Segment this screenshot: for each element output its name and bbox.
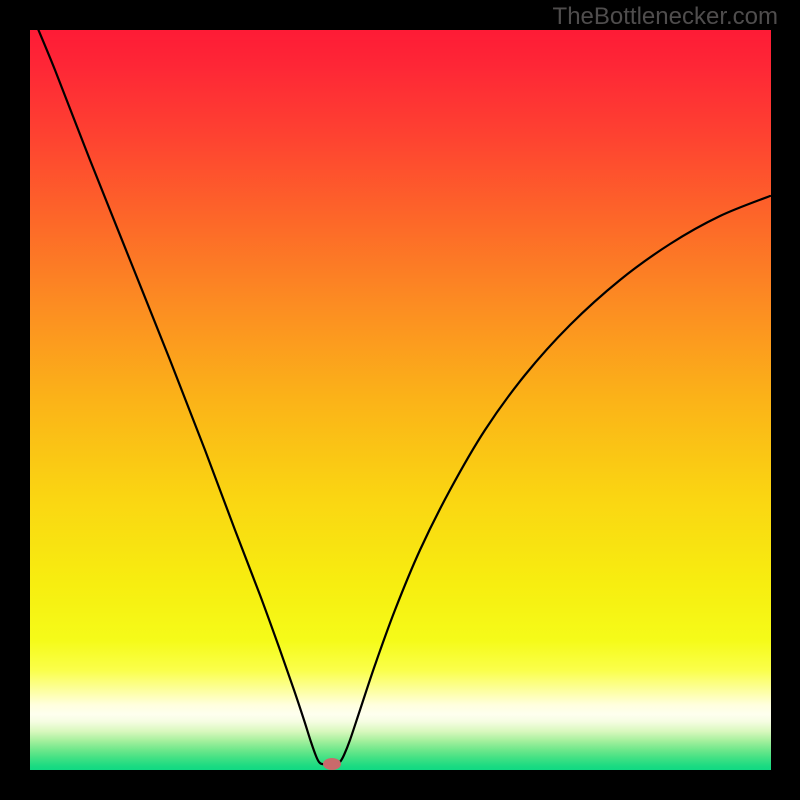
bottleneck-chart: TheBottlenecker.com xyxy=(0,0,800,800)
plot-background xyxy=(30,30,771,770)
chart-svg xyxy=(0,0,800,800)
minimum-marker xyxy=(323,758,341,770)
watermark-text: TheBottlenecker.com xyxy=(553,3,778,31)
